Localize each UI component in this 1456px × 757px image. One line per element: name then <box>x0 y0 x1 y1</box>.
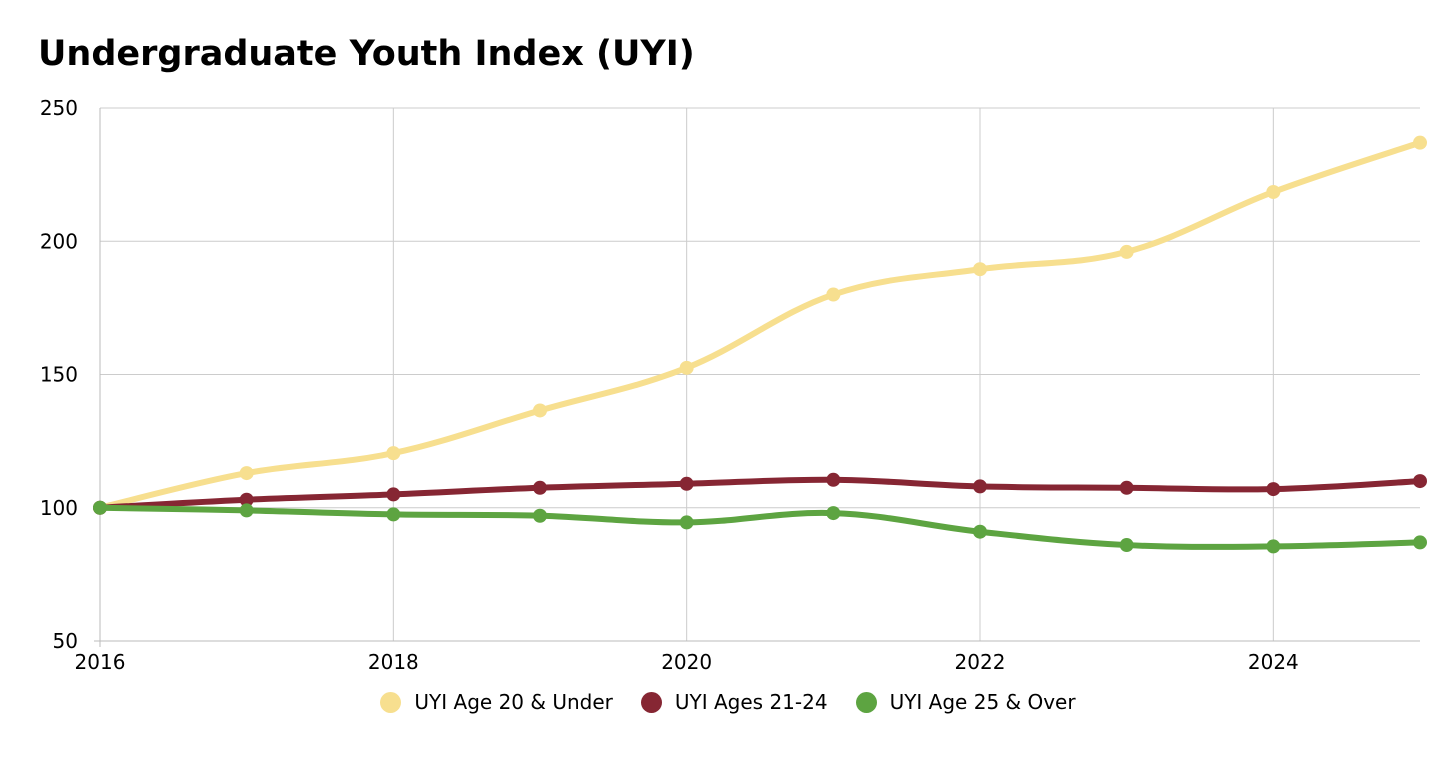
legend-label: UYI Ages 21-24 <box>674 690 828 714</box>
data-point[interactable] <box>1266 184 1281 199</box>
data-point[interactable] <box>679 360 694 375</box>
legend-item[interactable]: UYI Ages 21-24 <box>640 690 828 714</box>
tick-labels: 50 100 150 200 250 2016 2018 2020 2022 2024 <box>40 96 1299 674</box>
data-point[interactable] <box>239 503 254 518</box>
data-point[interactable] <box>973 479 987 494</box>
data-point[interactable] <box>1266 482 1281 497</box>
data-point[interactable] <box>386 446 401 461</box>
data-point[interactable] <box>1413 535 1427 550</box>
data-point[interactable] <box>239 492 254 507</box>
data-point[interactable] <box>1119 244 1134 259</box>
data-point[interactable] <box>386 487 401 502</box>
data-point[interactable] <box>1266 539 1281 554</box>
legend-item[interactable]: UYI Age 25 & Over <box>855 690 1076 714</box>
series-line <box>97 139 1423 511</box>
data-point[interactable] <box>826 506 841 521</box>
data-point[interactable] <box>533 403 547 418</box>
series-3 <box>93 500 1427 554</box>
x-tick-label: 2024 <box>1248 650 1299 674</box>
data-point[interactable] <box>1413 474 1427 489</box>
y-tick-label: 200 <box>40 229 78 253</box>
legend-item[interactable]: UYI Age 20 & Under <box>380 690 613 714</box>
y-tick-label: 100 <box>40 496 78 520</box>
axes <box>94 108 1420 647</box>
chart-legend: UYI Age 20 & Under UYI Ages 21-24 UYI Age … <box>0 690 1456 714</box>
data-point[interactable] <box>386 507 401 522</box>
y-tick-label: 50 <box>53 629 78 653</box>
series-1 <box>93 135 1427 515</box>
data-point[interactable] <box>533 480 547 495</box>
data-point[interactable] <box>533 508 547 523</box>
data-point[interactable] <box>826 472 841 487</box>
x-tick-label: 2018 <box>368 650 419 674</box>
series-line <box>97 476 1423 511</box>
legend-swatch <box>640 691 662 713</box>
x-tick-label: 2020 <box>661 650 712 674</box>
data-point[interactable] <box>973 524 987 539</box>
legend-swatch <box>855 691 877 713</box>
data-point[interactable] <box>239 466 254 481</box>
y-tick-label: 250 <box>40 96 78 120</box>
x-tick-label: 2022 <box>955 650 1006 674</box>
data-point[interactable] <box>826 287 841 302</box>
data-point[interactable] <box>1119 480 1134 495</box>
series-2 <box>93 472 1427 515</box>
data-point[interactable] <box>1413 135 1427 150</box>
legend-label: UYI Age 20 & Under <box>414 690 613 714</box>
y-tick-label: 150 <box>40 363 78 387</box>
data-point[interactable] <box>1119 538 1134 553</box>
x-tick-label: 2016 <box>75 650 126 674</box>
series-lines <box>93 135 1427 554</box>
data-point[interactable] <box>679 476 694 491</box>
legend-label: UYI Age 25 & Over <box>889 690 1076 714</box>
data-point[interactable] <box>679 515 694 530</box>
data-point[interactable] <box>93 500 107 515</box>
series-line <box>97 504 1423 550</box>
data-point[interactable] <box>973 262 987 277</box>
legend-swatch <box>380 691 402 713</box>
grid-lines <box>100 107 1420 641</box>
chart-title: Undergraduate Youth Index (UYI) <box>38 34 695 74</box>
